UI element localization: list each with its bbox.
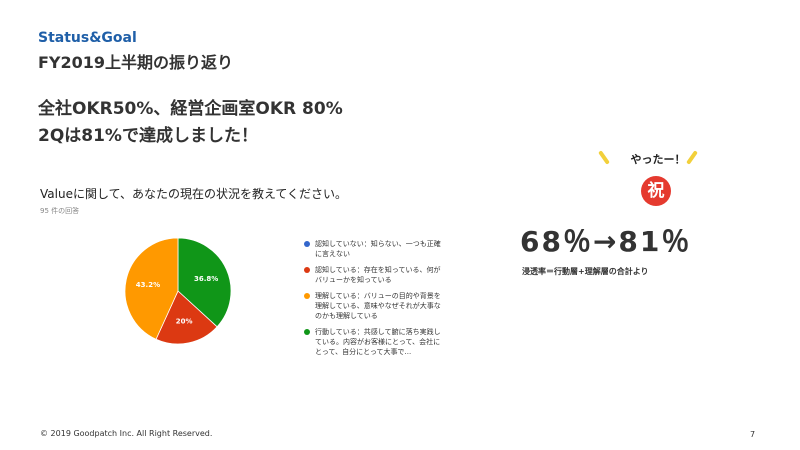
legend-dot-icon (304, 241, 310, 247)
penetration-stat: 68％→81％ (520, 225, 692, 258)
legend-item: 認知している：存在を知っている、何がバリューかを知っている (304, 265, 444, 285)
pie-slice-label: 20% (176, 318, 193, 326)
legend-label: 理解している：バリューの目的や背景を理解している、意味やなぜそれが大事なのかも理… (315, 292, 441, 320)
headline: 全社OKR50%、経営企画室OKR 80% 2Qは81%で達成しました！ (38, 96, 343, 150)
celebration-text: やったー！ (630, 153, 686, 166)
legend-item: 理解している：バリューの目的や背景を理解している、意味やなぜそれが大事なのかも理… (304, 291, 444, 321)
pie-slice (124, 237, 179, 340)
pie-slice (155, 290, 218, 345)
legend-item: 認知していない：知らない、一つも正確に言えない (304, 239, 444, 259)
celebration-badge-icon: 祝 (641, 176, 671, 206)
sparkle-left-icon (598, 150, 610, 165)
copyright: © 2019 Goodpatch Inc. All Right Reserved… (40, 429, 213, 438)
legend-label: 認知している：存在を知っている、何がバリューかを知っている (315, 266, 441, 284)
legend-item: 行動している：共感して腑に落ち実践している。内容がお客様にとって、会社にとって、… (304, 327, 444, 357)
pie-chart: 36.8% 20% 43.2% (124, 237, 232, 345)
legend-label: 認知していない：知らない、一つも正確に言えない (315, 240, 441, 258)
section-kicker: Status&Goal (38, 30, 137, 46)
response-count: 95 件の回答 (40, 207, 80, 215)
pie-slice-label: 36.8% (194, 275, 218, 283)
survey-question: Valueに関して、あなたの現在の状況を教えてください。 (40, 187, 348, 201)
pie-slice (177, 237, 232, 328)
legend-dot-icon (304, 329, 310, 335)
legend-dot-icon (304, 293, 310, 299)
chart-legend: 認知していない：知らない、一つも正確に言えない 認知している：存在を知っている、何… (304, 239, 444, 363)
legend-dot-icon (304, 267, 310, 273)
page-number: 7 (750, 430, 756, 439)
stat-note: 浸透率＝行動層+理解層の合計より (522, 267, 649, 276)
pie-slice-label: 43.2% (136, 281, 160, 289)
legend-label: 行動している：共感して腑に落ち実践している。内容がお客様にとって、会社にとって、… (315, 328, 441, 356)
page-title: FY2019上半期の振り返り (38, 53, 234, 72)
headline-line-2: 2Qは81%で達成しました！ (38, 126, 258, 146)
headline-line-1: 全社OKR50%、経営企画室OKR 80% (38, 99, 343, 119)
